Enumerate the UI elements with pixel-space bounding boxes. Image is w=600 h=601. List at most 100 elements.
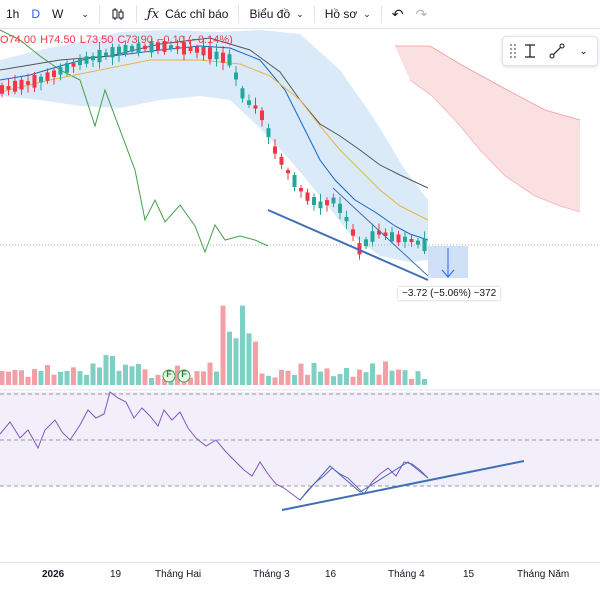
candle-body	[52, 70, 56, 77]
volume-bar	[207, 362, 213, 385]
candle-body	[156, 42, 160, 51]
volume-bar	[162, 378, 167, 385]
flag-marker-circle[interactable]	[177, 369, 191, 383]
candle-body	[338, 203, 342, 213]
volume-bar	[253, 341, 258, 385]
candle-body	[175, 46, 180, 50]
lagging-span-line	[0, 29, 269, 254]
candle-body	[357, 243, 362, 255]
volume-bar	[136, 364, 141, 385]
candle-body	[149, 41, 154, 53]
candle-body	[351, 229, 355, 236]
candle-body	[240, 88, 245, 99]
volume-bar	[279, 369, 284, 385]
indicators-button[interactable]: ƒx Các chỉ báo	[146, 6, 229, 22]
volume-bar	[149, 378, 154, 385]
undo-icon: ↶	[391, 5, 404, 22]
drawn-connector-line[interactable]	[332, 187, 429, 277]
trend-line-icon	[549, 43, 565, 59]
volume-bar	[90, 363, 96, 385]
candle-body	[344, 217, 349, 222]
volume-bar	[201, 371, 206, 385]
toolbar-divider	[238, 5, 240, 23]
volume-bar	[64, 370, 70, 385]
candle-body	[136, 43, 141, 53]
timeframe-w[interactable]: W	[52, 7, 64, 21]
candle-body	[396, 234, 401, 243]
timeframe-more[interactable]: ⌄	[69, 0, 95, 28]
time-axis[interactable]: 2026 19 Tháng Hai Tháng 3 16 Tháng 4 15 …	[0, 562, 600, 601]
candle-body	[260, 110, 264, 121]
redo-button[interactable]: ↷	[410, 0, 434, 28]
undo-button[interactable]: ↶	[386, 0, 410, 28]
candle-body	[234, 72, 238, 80]
flag-marker[interactable]: F	[166, 369, 172, 379]
candle-body	[32, 75, 37, 88]
volume-bar	[324, 368, 330, 385]
redo-icon: ↷	[415, 5, 428, 22]
volume-bar	[357, 369, 362, 385]
candle-body	[45, 72, 50, 81]
change-value: −0.10 (−0.14%)	[156, 34, 233, 46]
candle-body	[279, 156, 284, 165]
text-tool-button[interactable]	[517, 37, 544, 65]
candle-body	[130, 45, 134, 52]
trend-line-tool-button[interactable]	[543, 37, 570, 65]
drag-handle[interactable]	[509, 43, 517, 59]
candle-body	[84, 56, 89, 64]
flag-marker[interactable]: F	[181, 369, 187, 379]
more-tools-button[interactable]: ⌄	[570, 37, 597, 65]
volume-bar	[6, 371, 11, 385]
rsi-drawn-zigzag[interactable]	[299, 461, 429, 501]
volume-bar	[103, 355, 109, 385]
volume-bar	[415, 371, 421, 385]
chevron-down-icon: ⌄	[363, 8, 371, 19]
volume-bar	[194, 371, 200, 385]
candle-body	[169, 45, 173, 50]
cloud-edge-line	[395, 45, 581, 121]
volume-bar	[285, 370, 291, 385]
candle-body	[422, 238, 427, 252]
timeframe-1h[interactable]: 1h	[6, 7, 20, 21]
drawn-support-trendline[interactable]	[267, 209, 429, 281]
candle-body	[123, 45, 128, 54]
volume-bar	[259, 373, 265, 385]
flag-marker-circle[interactable]	[162, 369, 176, 383]
candle-body	[227, 54, 232, 66]
candle-body	[26, 81, 30, 85]
candle-body	[292, 174, 297, 188]
volume-bar	[298, 363, 304, 385]
candle-body	[91, 55, 95, 61]
candle-body	[286, 170, 290, 174]
volume-bar	[266, 375, 271, 385]
candle-body	[110, 47, 115, 58]
low-value: L73.50	[79, 34, 114, 46]
cursor-text-icon	[525, 44, 536, 58]
measure-result-label: −3.72 (−5.06%) −372	[398, 287, 501, 300]
volume-bar	[337, 374, 343, 385]
price-band-area	[0, 30, 428, 262]
volume-bar	[142, 369, 148, 385]
volume-bar	[240, 305, 245, 385]
chevron-down-icon: ⌄	[579, 45, 588, 57]
candle-body	[221, 52, 225, 63]
volume-bar	[422, 378, 427, 385]
candle-body	[253, 105, 258, 109]
volume-bar	[77, 371, 83, 385]
drawing-toolbar: ⌄	[502, 36, 598, 66]
profile-menu[interactable]: Hồ sơ ⌄	[324, 7, 371, 21]
volume-bar	[175, 365, 180, 385]
candle-body	[0, 85, 4, 94]
rsi-drawn-trendline[interactable]	[281, 460, 525, 511]
timeframe-d[interactable]: D	[31, 7, 41, 21]
volume-bar	[220, 305, 226, 385]
chart-style-button[interactable]	[104, 0, 132, 28]
volume-bar	[311, 363, 317, 385]
candle-body	[182, 42, 186, 55]
chevron-down-icon: ⌄	[296, 8, 304, 19]
volume-bar	[246, 333, 252, 385]
chart-type-menu[interactable]: Biểu đồ ⌄	[249, 7, 304, 21]
volume-bar	[155, 374, 161, 385]
toolbar-divider	[380, 5, 382, 23]
